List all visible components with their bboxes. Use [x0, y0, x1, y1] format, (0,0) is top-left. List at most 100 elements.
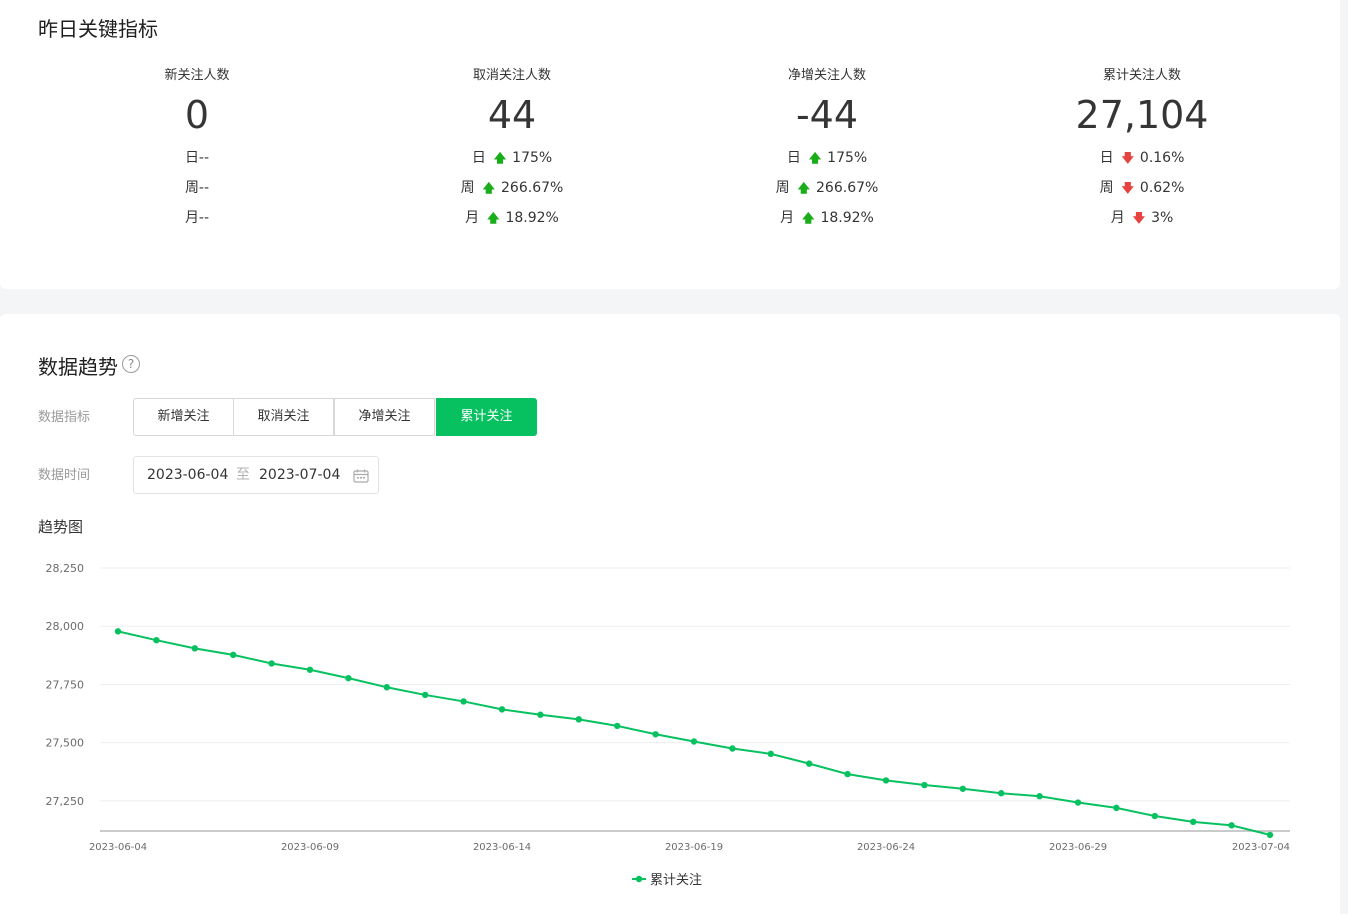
data-point — [882, 777, 890, 784]
x-axis-ticks: 2023-06-04 2023-06-09 2023-06-14 2023-06-19… — [89, 842, 1290, 853]
data-point — [153, 636, 160, 644]
data-point — [921, 781, 928, 789]
data-point — [652, 731, 659, 738]
data-point — [729, 745, 736, 752]
metric-net-followers: 净增关注人数 -44 日 🡅 175% 周 🡅 266.67% 月 🡅 18.92% — [707, 65, 947, 233]
data-point — [498, 706, 506, 713]
date-range-picker[interactable]: 2023-06-04 至 2023-07-04 — [133, 456, 379, 494]
metric-change-day: 日 🡇 0.16% — [1022, 143, 1262, 173]
chart-legend[interactable]: 累计关注 — [632, 873, 702, 888]
data-point — [1036, 793, 1043, 800]
metric-unfollowers: 取消关注人数 44 日 🡅 175% 周 🡅 266.67% 月 🡅 18.92% — [392, 65, 632, 233]
data-point — [460, 698, 467, 705]
metric-value: 27,104 — [1075, 93, 1209, 137]
help-icon[interactable]: ? — [122, 355, 140, 373]
y-axis-ticks: 28,250 28,000 27,750 27,500 27,250 — [46, 562, 85, 808]
change-period: 周-- — [184, 180, 210, 196]
data-point — [306, 666, 314, 673]
change-percent: 3% — [1151, 210, 1174, 226]
change-percent: 0.16% — [1139, 150, 1185, 166]
arrow-up-icon: 🡅 — [802, 211, 815, 225]
change-period: 日 — [1099, 150, 1114, 166]
tab-new-follows[interactable]: 新增关注 — [133, 398, 234, 436]
data-point — [575, 716, 582, 723]
arrow-down-icon: 🡇 — [1132, 211, 1146, 225]
metric-change-day: 日 🡅 175% — [707, 143, 947, 173]
metric-value: 44 — [487, 93, 537, 137]
tab-total-follows[interactable]: 累计关注 — [436, 398, 537, 436]
data-point — [998, 790, 1005, 797]
metric-change-month: 月-- — [77, 203, 317, 233]
metric-label: 净增关注人数 — [787, 68, 866, 83]
data-point — [806, 760, 813, 767]
data-point — [422, 691, 429, 699]
arrow-up-icon: 🡅 — [493, 151, 507, 165]
metric-change-day: 日 🡅 175% — [392, 143, 632, 173]
change-percent: 18.92% — [820, 210, 874, 226]
data-point — [1151, 812, 1159, 820]
date-end[interactable]: 2023-07-04 — [259, 467, 341, 483]
tab-unfollows[interactable]: 取消关注 — [233, 398, 334, 436]
metric-total-followers: 累计关注人数 27,104 日 🡇 0.16% 周 🡇 0.62% 月 🡇 3% — [1022, 65, 1262, 233]
data-point — [1228, 822, 1235, 829]
change-period: 日 — [786, 150, 801, 166]
metric-change-month: 月 🡇 3% — [1022, 203, 1262, 233]
change-percent: 175% — [827, 150, 868, 166]
data-point — [1190, 818, 1197, 826]
metric-change-week: 周 🡇 0.62% — [1022, 173, 1262, 203]
time-label: 数据时间 — [38, 468, 91, 483]
legend-label: 累计关注 — [650, 873, 702, 888]
data-point — [614, 722, 621, 730]
arrow-up-icon: 🡅 — [808, 151, 822, 165]
change-percent: 175% — [512, 150, 553, 166]
indicator-label: 数据指标 — [38, 410, 91, 425]
data-point — [537, 711, 544, 718]
x-tick-label: 2023-06-29 — [1049, 842, 1107, 853]
metric-value: -44 — [795, 93, 859, 137]
y-tick-label: 27,500 — [46, 737, 85, 750]
data-point — [114, 628, 122, 635]
change-percent: 0.62% — [1139, 180, 1185, 196]
tab-net-follows[interactable]: 净增关注 — [334, 398, 435, 436]
key-metrics-title: 昨日关键指标 — [38, 17, 158, 41]
arrow-down-icon: 🡇 — [1121, 151, 1134, 165]
metric-change-week: 周-- — [77, 173, 317, 203]
arrow-up-icon: 🡅 — [487, 211, 500, 225]
metric-change-day: 日-- — [77, 143, 317, 173]
y-tick-label: 27,250 — [46, 795, 85, 808]
change-percent: 266.67% — [816, 180, 879, 196]
change-period: 月 — [465, 210, 480, 226]
data-point — [767, 750, 774, 758]
chart-title: 趋势图 — [38, 518, 84, 536]
metric-new-followers: 新关注人数 0 日-- 周-- 月-- — [77, 65, 317, 233]
metric-change-week: 周 🡅 266.67% — [392, 173, 632, 203]
y-tick-label: 28,000 — [46, 620, 85, 633]
metric-label: 累计关注人数 — [1102, 68, 1181, 83]
x-tick-label: 2023-06-09 — [281, 842, 339, 853]
series-points — [114, 628, 1274, 839]
date-separator: 至 — [236, 467, 250, 483]
change-period: 周 — [1099, 180, 1114, 196]
data-point — [268, 660, 275, 667]
y-tick-label: 28,250 — [46, 562, 85, 575]
data-point — [1113, 804, 1120, 812]
change-period: 月-- — [184, 210, 210, 226]
change-period: 月 — [780, 210, 795, 226]
metric-change-month: 月 🡅 18.92% — [392, 203, 632, 233]
data-trend-title: 数据趋势 — [38, 355, 118, 379]
key-metrics-card — [0, 0, 1340, 289]
change-percent: 18.92% — [505, 210, 559, 226]
metric-label: 新关注人数 — [164, 68, 230, 83]
date-start[interactable]: 2023-06-04 — [147, 467, 229, 483]
change-percent: 266.67% — [501, 180, 564, 196]
data-point — [1266, 831, 1274, 839]
metric-change-month: 月 🡅 18.92% — [707, 203, 947, 233]
arrow-down-icon: 🡇 — [1121, 181, 1134, 195]
data-point — [345, 674, 352, 682]
data-point — [959, 785, 966, 792]
calendar-icon[interactable] — [353, 469, 369, 483]
arrow-up-icon: 🡅 — [482, 181, 496, 195]
change-period: 日 — [471, 150, 486, 166]
data-point — [844, 770, 851, 778]
change-period: 日-- — [184, 150, 210, 166]
